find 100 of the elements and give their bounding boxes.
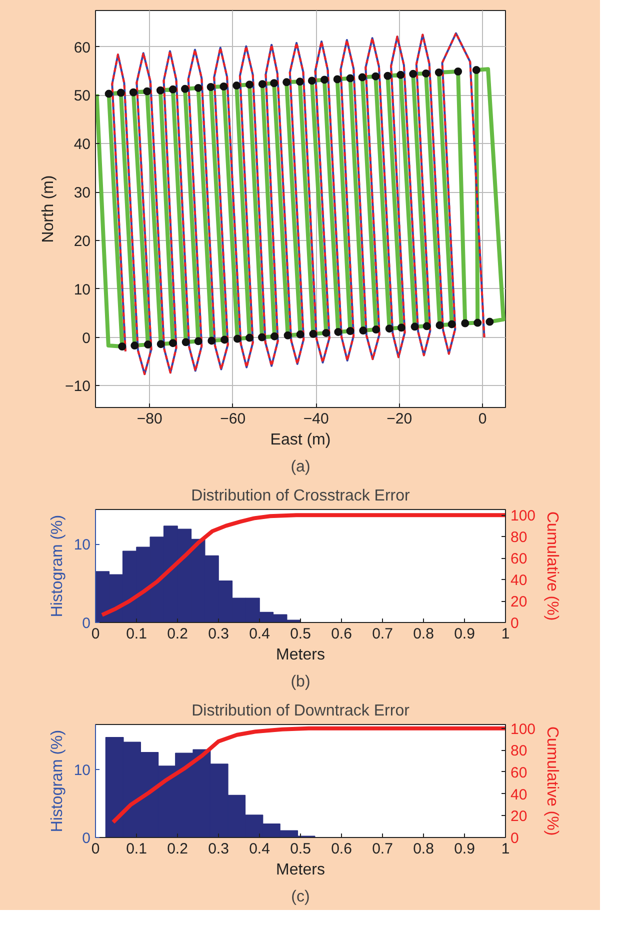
- y2-tick-label: 60: [510, 764, 528, 782]
- x-tick-label: 0.3: [208, 840, 229, 858]
- point: [334, 328, 342, 336]
- point: [144, 340, 152, 349]
- point: [232, 82, 241, 90]
- x-tick-label: 0.7: [372, 840, 393, 858]
- x-tick-label: 0.6: [331, 626, 352, 642]
- point: [422, 69, 430, 78]
- line-series: [111, 32, 486, 376]
- point: [246, 334, 254, 342]
- point: [182, 338, 190, 346]
- point: [258, 333, 266, 342]
- point: [168, 85, 177, 94]
- point: [296, 330, 304, 338]
- point: [410, 322, 419, 331]
- y-axis-title: Histogram (%): [48, 730, 66, 832]
- point: [118, 342, 126, 350]
- point: [358, 73, 366, 82]
- point: [486, 318, 494, 326]
- point: [156, 340, 165, 348]
- point: [397, 324, 406, 332]
- y2-tick-label: 20: [510, 808, 528, 826]
- point: [309, 330, 318, 338]
- point: [168, 339, 177, 348]
- y-tick-label: 10: [74, 536, 91, 554]
- point: [454, 68, 462, 76]
- x-tick-label: 0.5: [290, 840, 311, 858]
- point: [143, 87, 152, 96]
- point: [346, 74, 354, 82]
- point: [422, 322, 431, 330]
- x-tick-label: −20: [386, 410, 412, 428]
- point: [284, 331, 292, 340]
- point: [474, 318, 482, 327]
- point: [461, 319, 470, 328]
- x-tick-label: 0.4: [249, 626, 270, 642]
- x-tick-label: 0.1: [126, 840, 147, 858]
- y-tick-label: 40: [74, 136, 91, 154]
- x-tick-label: 0.2: [167, 840, 188, 858]
- x-tick-label: 1: [501, 626, 510, 642]
- line-series: [100, 513, 506, 617]
- point: [270, 79, 278, 88]
- point: [282, 78, 291, 86]
- x-axis-title: Meters: [276, 862, 325, 878]
- y-tick-label: 10: [74, 281, 91, 298]
- point: [258, 80, 266, 88]
- point: [385, 324, 394, 333]
- point: [372, 72, 380, 80]
- y-tick-label: 50: [74, 88, 91, 105]
- x-axis-title: Meters: [276, 646, 325, 664]
- y2-tick-label: 80: [510, 529, 528, 546]
- point: [396, 70, 405, 79]
- point: [346, 327, 354, 335]
- point: [180, 84, 189, 93]
- y-tick-label: 10: [74, 762, 91, 779]
- y-axis-title: North (m): [40, 175, 58, 243]
- x-tick-label: 0.8: [413, 626, 434, 642]
- y-tick-label: −10: [65, 378, 91, 396]
- y2-tick-label: 100: [510, 508, 536, 525]
- point: [206, 83, 215, 91]
- point: [130, 342, 139, 350]
- point: [104, 90, 113, 98]
- x-tick-label: −60: [220, 410, 246, 428]
- x-tick-label: 0.8: [413, 840, 434, 858]
- point: [270, 332, 278, 340]
- x-tick-label: −40: [303, 410, 329, 428]
- x-tick-label: 0.9: [454, 626, 475, 642]
- point: [296, 78, 304, 86]
- point: [333, 75, 342, 84]
- point: [194, 84, 202, 92]
- x-tick-label: 0: [478, 410, 487, 428]
- y-tick-label: 30: [74, 184, 91, 202]
- point: [472, 66, 480, 74]
- y2-axis-title: Cumulative (%): [544, 726, 561, 836]
- y-tick-label: 20: [74, 232, 91, 250]
- text: (c): [291, 888, 310, 906]
- line-series: [111, 726, 506, 824]
- point: [246, 80, 254, 89]
- point: [194, 337, 202, 346]
- x-tick-label: 0.5: [290, 626, 311, 642]
- y2-tick-label: 40: [510, 786, 528, 804]
- point: [308, 76, 316, 85]
- y2-tick-label: 80: [510, 742, 528, 760]
- point: [409, 70, 418, 78]
- point: [129, 88, 138, 96]
- y-tick-label: 60: [74, 39, 91, 56]
- y-axis-title: Histogram (%): [48, 514, 66, 618]
- point: [233, 334, 242, 343]
- point: [220, 82, 228, 91]
- point: [436, 321, 444, 330]
- y2-tick-label: 0: [510, 615, 519, 632]
- point: [434, 68, 443, 76]
- y2-axis-title: Cumulative (%): [544, 511, 561, 621]
- point: [156, 86, 164, 94]
- y2-tick-label: 100: [510, 720, 536, 738]
- y2-tick-label: 40: [510, 572, 528, 590]
- x-tick-label: −80: [136, 410, 162, 428]
- x-tick-label: 0.7: [372, 626, 393, 642]
- y-tick-label: 0: [82, 330, 90, 347]
- y2-tick-label: 60: [510, 550, 528, 568]
- y-tick-label: 0: [82, 830, 90, 847]
